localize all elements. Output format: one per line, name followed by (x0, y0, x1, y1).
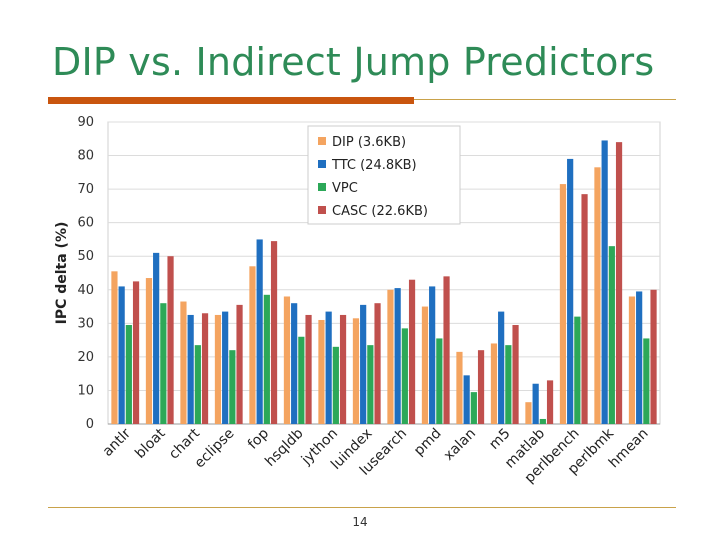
bar (270, 241, 278, 424)
bar (291, 303, 298, 424)
x-tick-label: bloat (132, 425, 169, 462)
bar (490, 343, 498, 424)
page-number: 14 (352, 515, 368, 529)
bar (229, 350, 236, 424)
bar (470, 392, 477, 424)
bar (132, 281, 140, 424)
bar (339, 314, 347, 424)
bar (263, 294, 270, 424)
bar (167, 256, 174, 424)
slide-title: DIP vs. Indirect Jump Predictors (52, 40, 655, 84)
bar (201, 313, 209, 424)
bar (421, 306, 429, 424)
bar (194, 345, 201, 424)
bar (567, 158, 574, 424)
bar (512, 325, 519, 424)
y-tick-label: 40 (77, 283, 94, 298)
bar (574, 316, 581, 424)
bar (160, 303, 167, 424)
chart-area: 0 10 20 30 40 50 60 70 80 90 IPC delta (%) antlr blo… (40, 108, 680, 508)
y-tick-label: 30 (77, 316, 94, 331)
bar (283, 296, 291, 424)
bar (187, 314, 194, 424)
bar (477, 350, 485, 424)
bar (525, 402, 532, 424)
bar (443, 276, 450, 424)
bar (539, 418, 546, 424)
bar (394, 288, 401, 424)
title-accent-bar (48, 97, 414, 104)
bar (249, 266, 256, 424)
bar (628, 296, 636, 424)
x-tick-label: antlr (100, 425, 135, 460)
x-tick-label: fop (245, 425, 272, 452)
y-tick-label: 70 (77, 182, 94, 197)
bar (594, 167, 601, 425)
bar (332, 346, 339, 424)
bar (401, 328, 408, 424)
bar (581, 194, 588, 424)
bar (615, 142, 623, 424)
legend-label: DIP (3.6KB) (332, 135, 406, 150)
bar (125, 325, 132, 424)
bar (650, 289, 657, 424)
bar (456, 351, 463, 424)
bar (298, 336, 305, 424)
x-tick-label: pmd (411, 426, 445, 460)
bar (546, 380, 554, 424)
title-rule (414, 99, 676, 100)
y-tick-label: 10 (77, 383, 94, 398)
y-tick-label: 90 (77, 115, 94, 130)
bar (608, 246, 615, 424)
bar-chart: 0 10 20 30 40 50 60 70 80 90 IPC delta (%) antlrblo… (54, 115, 661, 486)
legend-swatch (318, 160, 326, 168)
bar (111, 271, 118, 424)
y-axis-label: IPC delta (%) (54, 222, 70, 325)
bar (374, 303, 381, 424)
bar (325, 311, 332, 424)
bar (532, 383, 539, 424)
bar (305, 314, 312, 424)
bar (318, 319, 325, 424)
x-tick-label: m5 (486, 426, 513, 453)
legend-swatch (318, 206, 326, 214)
footer-rule (48, 507, 676, 508)
bar (118, 286, 125, 424)
bar (559, 184, 567, 424)
bar (180, 301, 187, 424)
bar (153, 252, 160, 424)
bar (352, 318, 360, 424)
y-tick-label: 0 (86, 417, 94, 432)
bar (145, 278, 153, 424)
y-tick-label: 20 (77, 350, 94, 365)
bar (463, 375, 470, 424)
bar (436, 338, 443, 424)
bar (636, 291, 643, 424)
x-tick-label: hmean (606, 426, 652, 472)
x-tick-label: xalan (441, 426, 479, 464)
bar (222, 311, 229, 424)
bar (505, 345, 512, 424)
bar (498, 311, 505, 424)
bar (214, 314, 222, 424)
bar (367, 345, 374, 424)
bar (429, 286, 436, 424)
legend-swatch (318, 137, 326, 145)
bar (236, 304, 243, 424)
bar (601, 140, 608, 424)
y-tick-label: 60 (77, 216, 94, 231)
legend-label: VPC (332, 181, 358, 196)
legend-label: CASC (22.6KB) (332, 204, 428, 219)
legend-label: TTC (24.8KB) (331, 158, 417, 173)
y-tick-label: 50 (77, 249, 94, 264)
legend-swatch (318, 183, 326, 191)
bar (387, 289, 394, 424)
legend-box (307, 125, 461, 225)
x-tick-label: hsqldb (262, 425, 306, 469)
bar (643, 338, 650, 424)
bar (408, 279, 416, 424)
bar (256, 239, 263, 424)
y-tick-label: 80 (77, 149, 94, 164)
bar (360, 304, 367, 424)
